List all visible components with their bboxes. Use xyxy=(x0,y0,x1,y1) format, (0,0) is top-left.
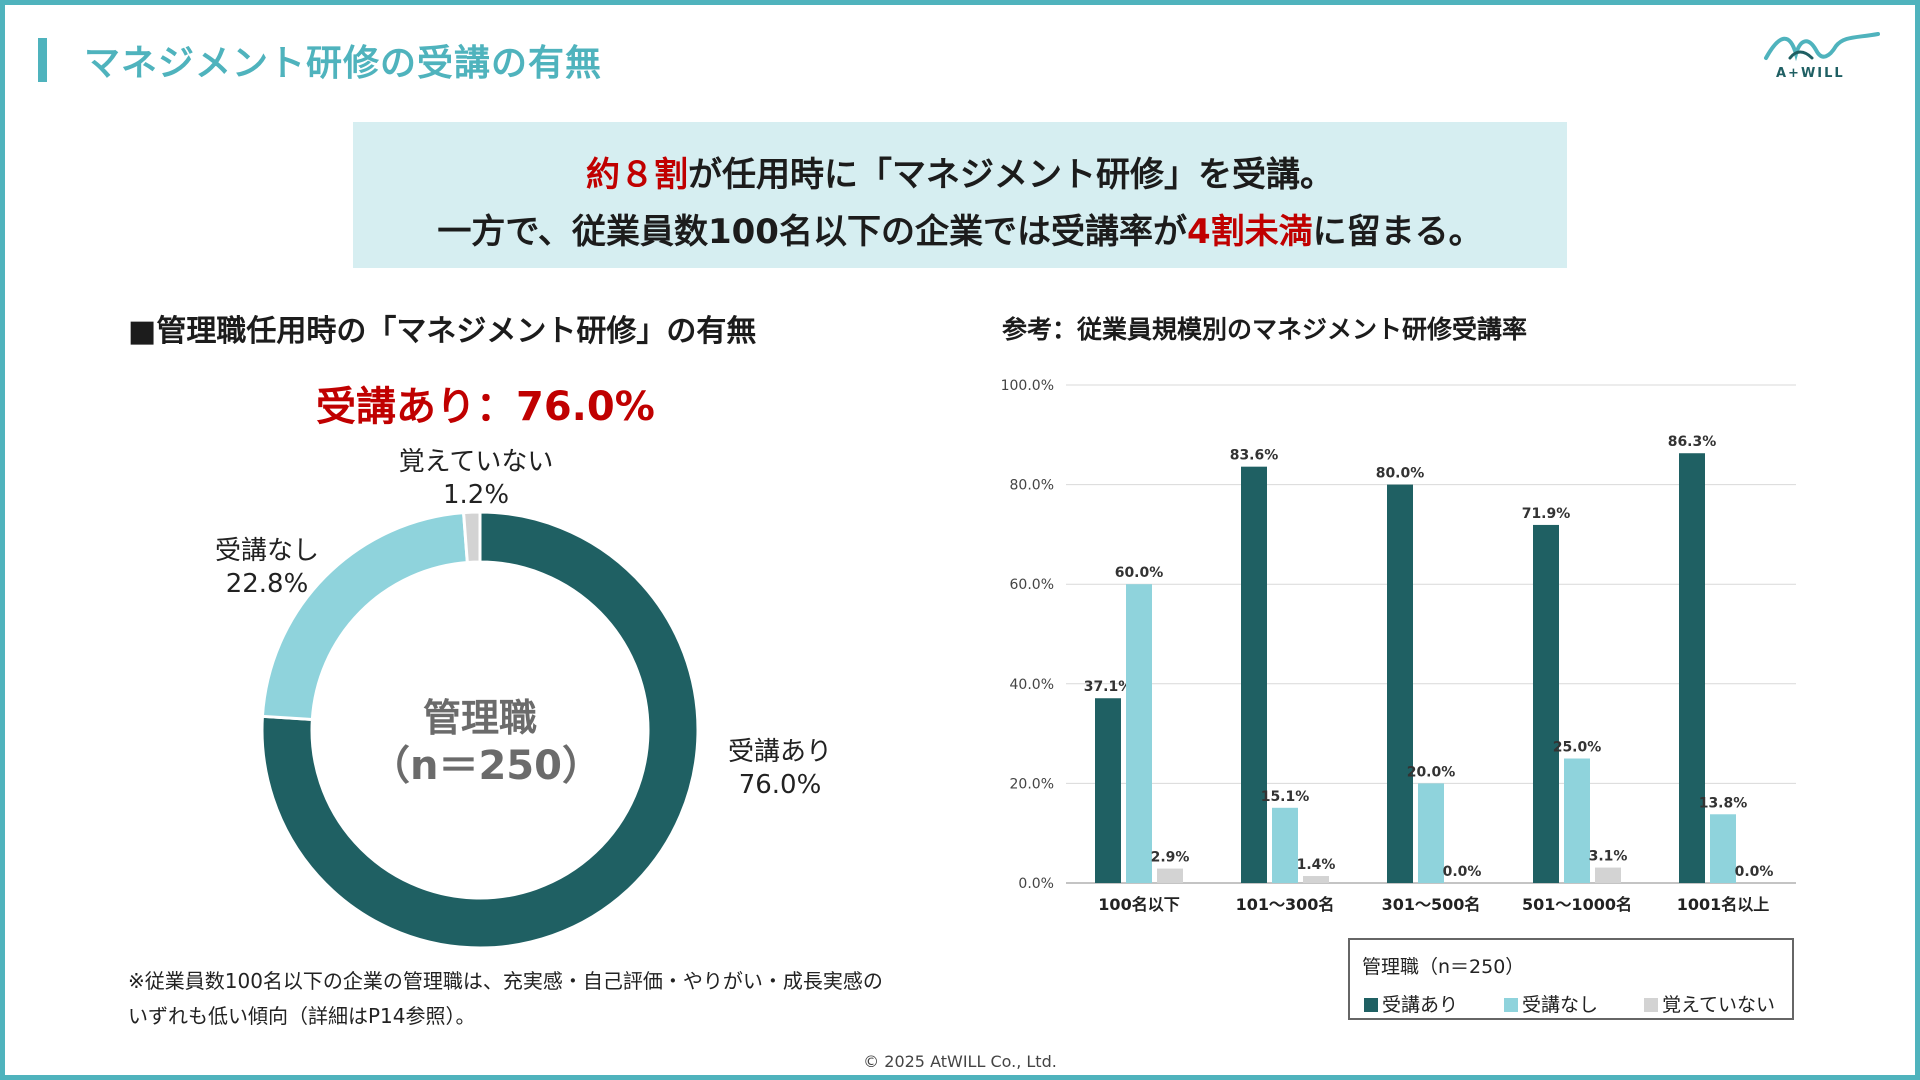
bar-value-label: 80.0% xyxy=(1376,466,1425,482)
bar-value-label: 15.1% xyxy=(1261,789,1310,805)
donut-center-title: 管理職 xyxy=(422,696,537,740)
legend-swatch-yes xyxy=(1364,998,1378,1012)
donut-label-yes: 受講あり 76.0% xyxy=(700,736,860,802)
bar-value-label: 2.9% xyxy=(1151,850,1190,866)
legend-swatch-unknown xyxy=(1644,998,1658,1012)
footnote-line-2: いずれも低い傾向（詳細はP14参照）。 xyxy=(128,1004,476,1028)
bar-1-2 xyxy=(1303,876,1329,883)
legend-label-no: 受講なし xyxy=(1522,994,1599,1016)
bar-chart: 0.0% 20.0% 40.0% 60.0% 80.0% 100.0% 37.1% 60.0%… xyxy=(1001,378,1796,914)
x-category-label: 1001名以上 xyxy=(1677,895,1770,914)
bar-value-label: 71.9% xyxy=(1522,506,1571,522)
donut-label-yes-name: 受講あり xyxy=(727,737,832,767)
summary-text-2b: に留まる。 xyxy=(1312,212,1483,252)
highlight-rate: 受講あり：76.0% xyxy=(316,384,655,430)
bar-value-label: 83.6% xyxy=(1230,448,1279,464)
y-tick-label: 0.0% xyxy=(1018,876,1054,892)
summary-line-2: 一方で、従業員数100名以下の企業では受講率が4割未満に留まる。 xyxy=(353,204,1567,253)
bar-0-2 xyxy=(1157,868,1183,883)
x-category-label: 101～300名 xyxy=(1236,895,1335,914)
summary-highlight-1: 約８割 xyxy=(586,155,688,195)
bar-value-label: 0.0% xyxy=(1443,864,1482,880)
donut-label-unknown-name: 覚えていない xyxy=(398,447,554,477)
bar-value-label: 3.1% xyxy=(1589,849,1628,865)
bar-3-1 xyxy=(1564,758,1590,883)
donut-label-no-value: 22.8% xyxy=(225,569,309,599)
y-tick-label: 60.0% xyxy=(1010,577,1054,593)
donut-slice-2 xyxy=(461,510,482,565)
legend-label-unknown: 覚えていない xyxy=(1662,994,1776,1016)
legend-item-yes: 受講あり xyxy=(1364,990,1458,1017)
y-tick-label: 20.0% xyxy=(1010,776,1054,792)
donut-chart xyxy=(260,510,700,950)
y-tick-label: 40.0% xyxy=(1010,677,1054,693)
x-category-label: 301～500名 xyxy=(1382,895,1481,914)
y-tick-label: 100.0% xyxy=(1001,378,1054,394)
bar-0-1 xyxy=(1126,584,1152,883)
bar-value-label: 37.1% xyxy=(1084,679,1133,695)
chart-legend: 管理職（n＝250） 受講あり 受講なし 覚えていない xyxy=(1348,938,1794,1020)
legend-title: 管理職（n＝250） xyxy=(1362,956,1525,978)
bar-3-2 xyxy=(1595,867,1621,883)
bar-value-label: 13.8% xyxy=(1699,795,1748,811)
bar-value-label: 20.0% xyxy=(1407,764,1456,780)
logo-text: A+WILL xyxy=(1776,66,1845,81)
bar-1-1 xyxy=(1272,807,1298,883)
bar-2-0 xyxy=(1387,484,1413,883)
donut-label-yes-value: 76.0% xyxy=(738,770,822,800)
bar-2-1 xyxy=(1418,783,1444,883)
donut-label-unknown-value: 1.2% xyxy=(442,480,510,510)
donut-center-n: （n＝250） xyxy=(370,743,602,789)
x-category-label: 100名以下 xyxy=(1098,895,1179,914)
donut-label-unknown: 覚えていない 1.2% xyxy=(376,446,576,512)
bar-value-label: 1.4% xyxy=(1297,857,1336,873)
bar-0-0 xyxy=(1095,698,1121,883)
legend-label-yes: 受講あり xyxy=(1382,994,1459,1016)
summary-box: 約８割が任用時に「マネジメント研修」を受講。 一方で、従業員数100名以下の企業… xyxy=(353,122,1567,268)
bar-value-label: 0.0% xyxy=(1735,864,1774,880)
donut-label-no-name: 受講なし xyxy=(214,536,319,566)
legend-item-unknown: 覚えていない xyxy=(1644,990,1775,1017)
donut-label-no: 受講なし 22.8% xyxy=(187,535,347,601)
summary-text-1: が任用時に「マネジメント研修」を受講。 xyxy=(688,155,1334,195)
footnote-line-1: ※従業員数100名以下の企業の管理職は、充実感・自己評価・やりがい・成長実感の xyxy=(128,969,883,993)
bar-1-0 xyxy=(1241,466,1267,883)
summary-highlight-2: 4割未満 xyxy=(1186,212,1313,252)
donut-slice-0 xyxy=(260,510,700,950)
page-title: マネジメント研修の受講の有無 xyxy=(84,43,603,84)
bar-value-label: 86.3% xyxy=(1668,434,1717,450)
atwill-logo-icon xyxy=(1764,32,1880,62)
copyright-footer: © 2025 AtWILL Co., Ltd. xyxy=(863,1052,1057,1071)
summary-text-2a: 一方で、従業員数100名以下の企業では受講率が xyxy=(437,212,1187,252)
legend-swatch-no xyxy=(1504,998,1518,1012)
bar-value-label: 60.0% xyxy=(1115,565,1164,581)
bar-4-0 xyxy=(1679,453,1705,883)
x-category-label: 501～1000名 xyxy=(1522,895,1632,914)
bar-4-1 xyxy=(1710,814,1736,883)
right-section-heading: 参考：従業員規模別のマネジメント研修受講率 xyxy=(1002,315,1528,344)
bar-3-0 xyxy=(1533,524,1559,883)
title-accent-bar xyxy=(38,38,47,82)
left-section-heading: ■管理職任用時の「マネジメント研修」の有無 xyxy=(128,314,757,349)
bar-value-label: 25.0% xyxy=(1553,740,1602,756)
summary-line-1: 約８割が任用時に「マネジメント研修」を受講。 xyxy=(353,147,1567,196)
footnote: ※従業員数100名以下の企業の管理職は、充実感・自己評価・やりがい・成長実感の … xyxy=(128,964,883,1034)
y-tick-label: 80.0% xyxy=(1010,478,1054,494)
legend-item-no: 受講なし xyxy=(1504,990,1598,1017)
